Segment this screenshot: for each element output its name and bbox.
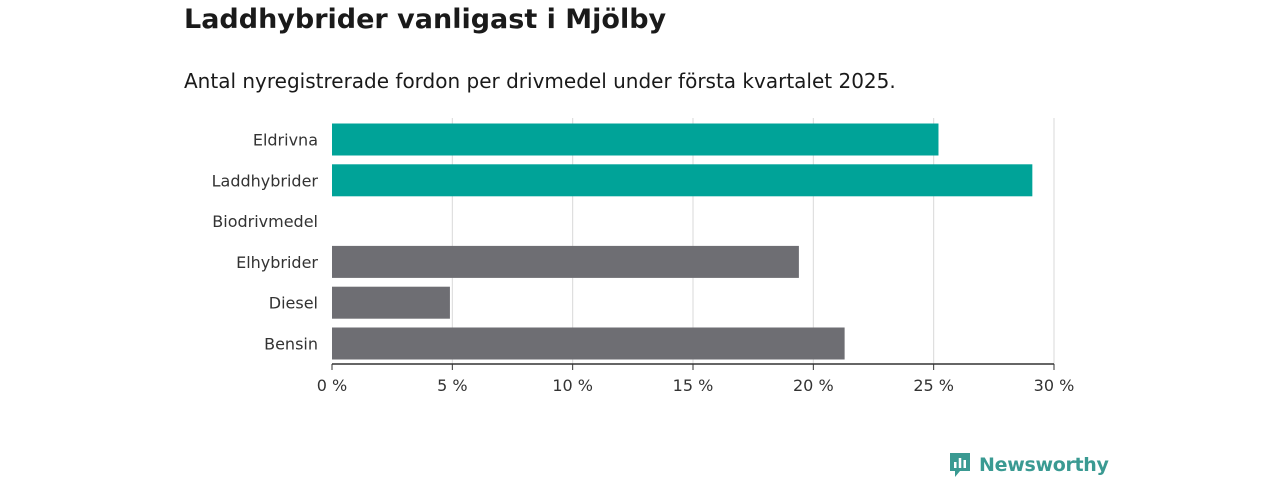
- bar: [332, 164, 1033, 197]
- category-label: Laddhybrider: [212, 171, 319, 190]
- grid-lines: [451, 118, 1055, 364]
- bar: [332, 286, 450, 319]
- chart-subtitle: Antal nyregistrerade fordon per drivmede…: [184, 69, 896, 93]
- category-label: Bensin: [264, 335, 318, 354]
- newsworthy-logo-text: Newsworthy: [979, 454, 1109, 476]
- x-tick-label: 5 %: [437, 376, 467, 395]
- newsworthy-logo: Newsworthy: [948, 450, 1109, 480]
- bar: [332, 327, 845, 360]
- bars: [332, 123, 1033, 360]
- x-axis: 0 % 5 % 10 % 15 % 20 % 25 % 30 %: [317, 363, 1075, 395]
- x-tick-label: 30 %: [1034, 376, 1075, 395]
- category-label: Eldrivna: [253, 131, 318, 150]
- category-label: Diesel: [269, 294, 318, 313]
- bar: [332, 245, 799, 278]
- x-tick-label: 25 %: [913, 376, 954, 395]
- x-tick-label: 15 %: [673, 376, 714, 395]
- x-tick-label: 20 %: [793, 376, 834, 395]
- chart-title: Laddhybrider vanligast i Mjölby: [184, 4, 667, 35]
- bar: [332, 123, 939, 156]
- x-tick-label: 10 %: [552, 376, 593, 395]
- x-tick-label: 0 %: [317, 376, 347, 395]
- category-label: Biodrivmedel: [212, 212, 318, 231]
- category-label: Elhybrider: [236, 253, 318, 272]
- category-labels: Eldrivna Laddhybrider Biodrivmedel Elhybrid…: [212, 131, 319, 354]
- newsworthy-logo-icon: [950, 453, 970, 477]
